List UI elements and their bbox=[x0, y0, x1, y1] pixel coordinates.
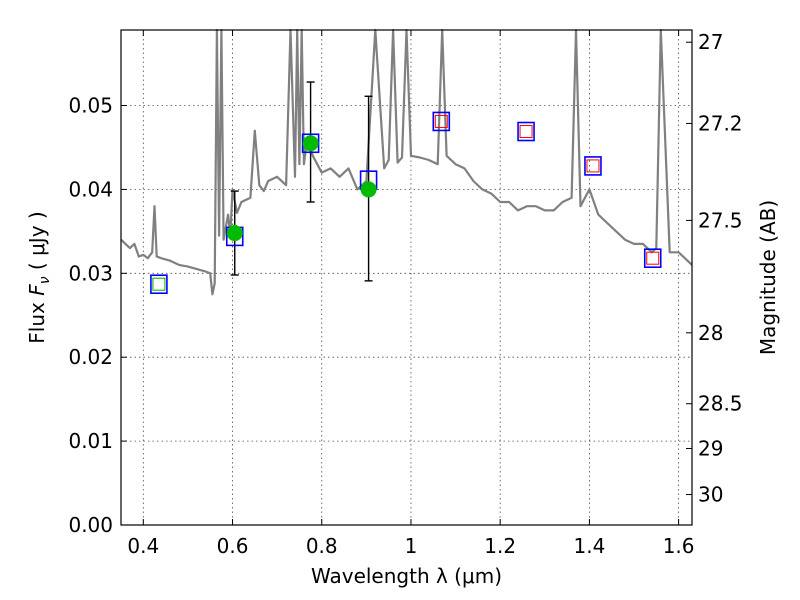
y2-axis-label: Magnitude (AB) bbox=[756, 200, 780, 355]
x-tick-label: 0.4 bbox=[127, 534, 159, 558]
y-axis-label-subscript: ν bbox=[37, 276, 53, 284]
plot-frame bbox=[120, 29, 693, 526]
measured-point bbox=[302, 135, 319, 152]
y2-tick-label: 28 bbox=[698, 321, 723, 345]
y-tick-label: 0.02 bbox=[68, 345, 113, 369]
x-axis-label: Wavelength λ (μm) bbox=[311, 564, 502, 588]
y2-tick-label: 28.5 bbox=[698, 392, 743, 416]
x-tick-label: 1 bbox=[405, 534, 418, 558]
y-axis-label-post: ( μJy ) bbox=[25, 211, 49, 276]
y-axis-label: Flux Fν ( μJy ) bbox=[25, 211, 53, 343]
y-tick-label: 0.03 bbox=[68, 261, 113, 285]
y2-tick-label: 27.2 bbox=[698, 111, 743, 135]
model-square bbox=[152, 277, 166, 291]
model-square bbox=[519, 125, 533, 139]
x-tick-label: 0.6 bbox=[217, 534, 249, 558]
y2-tick-label: 29 bbox=[698, 436, 723, 460]
photometry-square bbox=[432, 111, 451, 132]
model-square bbox=[434, 114, 448, 128]
y-tick-label: 0.04 bbox=[68, 177, 113, 201]
y-axis-label-pre: Flux bbox=[25, 296, 49, 344]
measured-point bbox=[360, 181, 377, 198]
axis-ticks: 0.4 0.6 0.8 1 1.2 1.4 1.6 0.00 0.01 0.02 0.03 0.04 0… bbox=[68, 30, 743, 558]
grid-lines bbox=[121, 30, 692, 525]
model-square bbox=[646, 251, 660, 265]
photometry-square bbox=[584, 156, 602, 176]
y2-tick-label: 27 bbox=[698, 30, 723, 54]
spectrum-line bbox=[120, 28, 693, 296]
x-tick-label: 1.6 bbox=[663, 534, 695, 558]
photometry-markers bbox=[150, 81, 662, 295]
measured-point bbox=[226, 225, 243, 242]
x-tick-label: 1.2 bbox=[484, 534, 516, 558]
spectrum-series bbox=[120, 28, 693, 296]
photometry-square bbox=[643, 248, 662, 269]
photometry-square bbox=[150, 274, 168, 295]
y-tick-label: 0.01 bbox=[68, 429, 113, 453]
model-square bbox=[586, 159, 600, 173]
y-axis-label-symbol: F bbox=[25, 284, 49, 296]
photometry-square bbox=[517, 121, 535, 142]
y2-tick-label: 27.5 bbox=[698, 208, 743, 232]
y-tick-label: 0.05 bbox=[68, 94, 113, 118]
y-tick-label: 0.00 bbox=[68, 513, 113, 537]
y2-tick-label: 30 bbox=[698, 483, 723, 507]
x-tick-label: 0.8 bbox=[306, 534, 338, 558]
x-tick-label: 1.4 bbox=[573, 534, 605, 558]
